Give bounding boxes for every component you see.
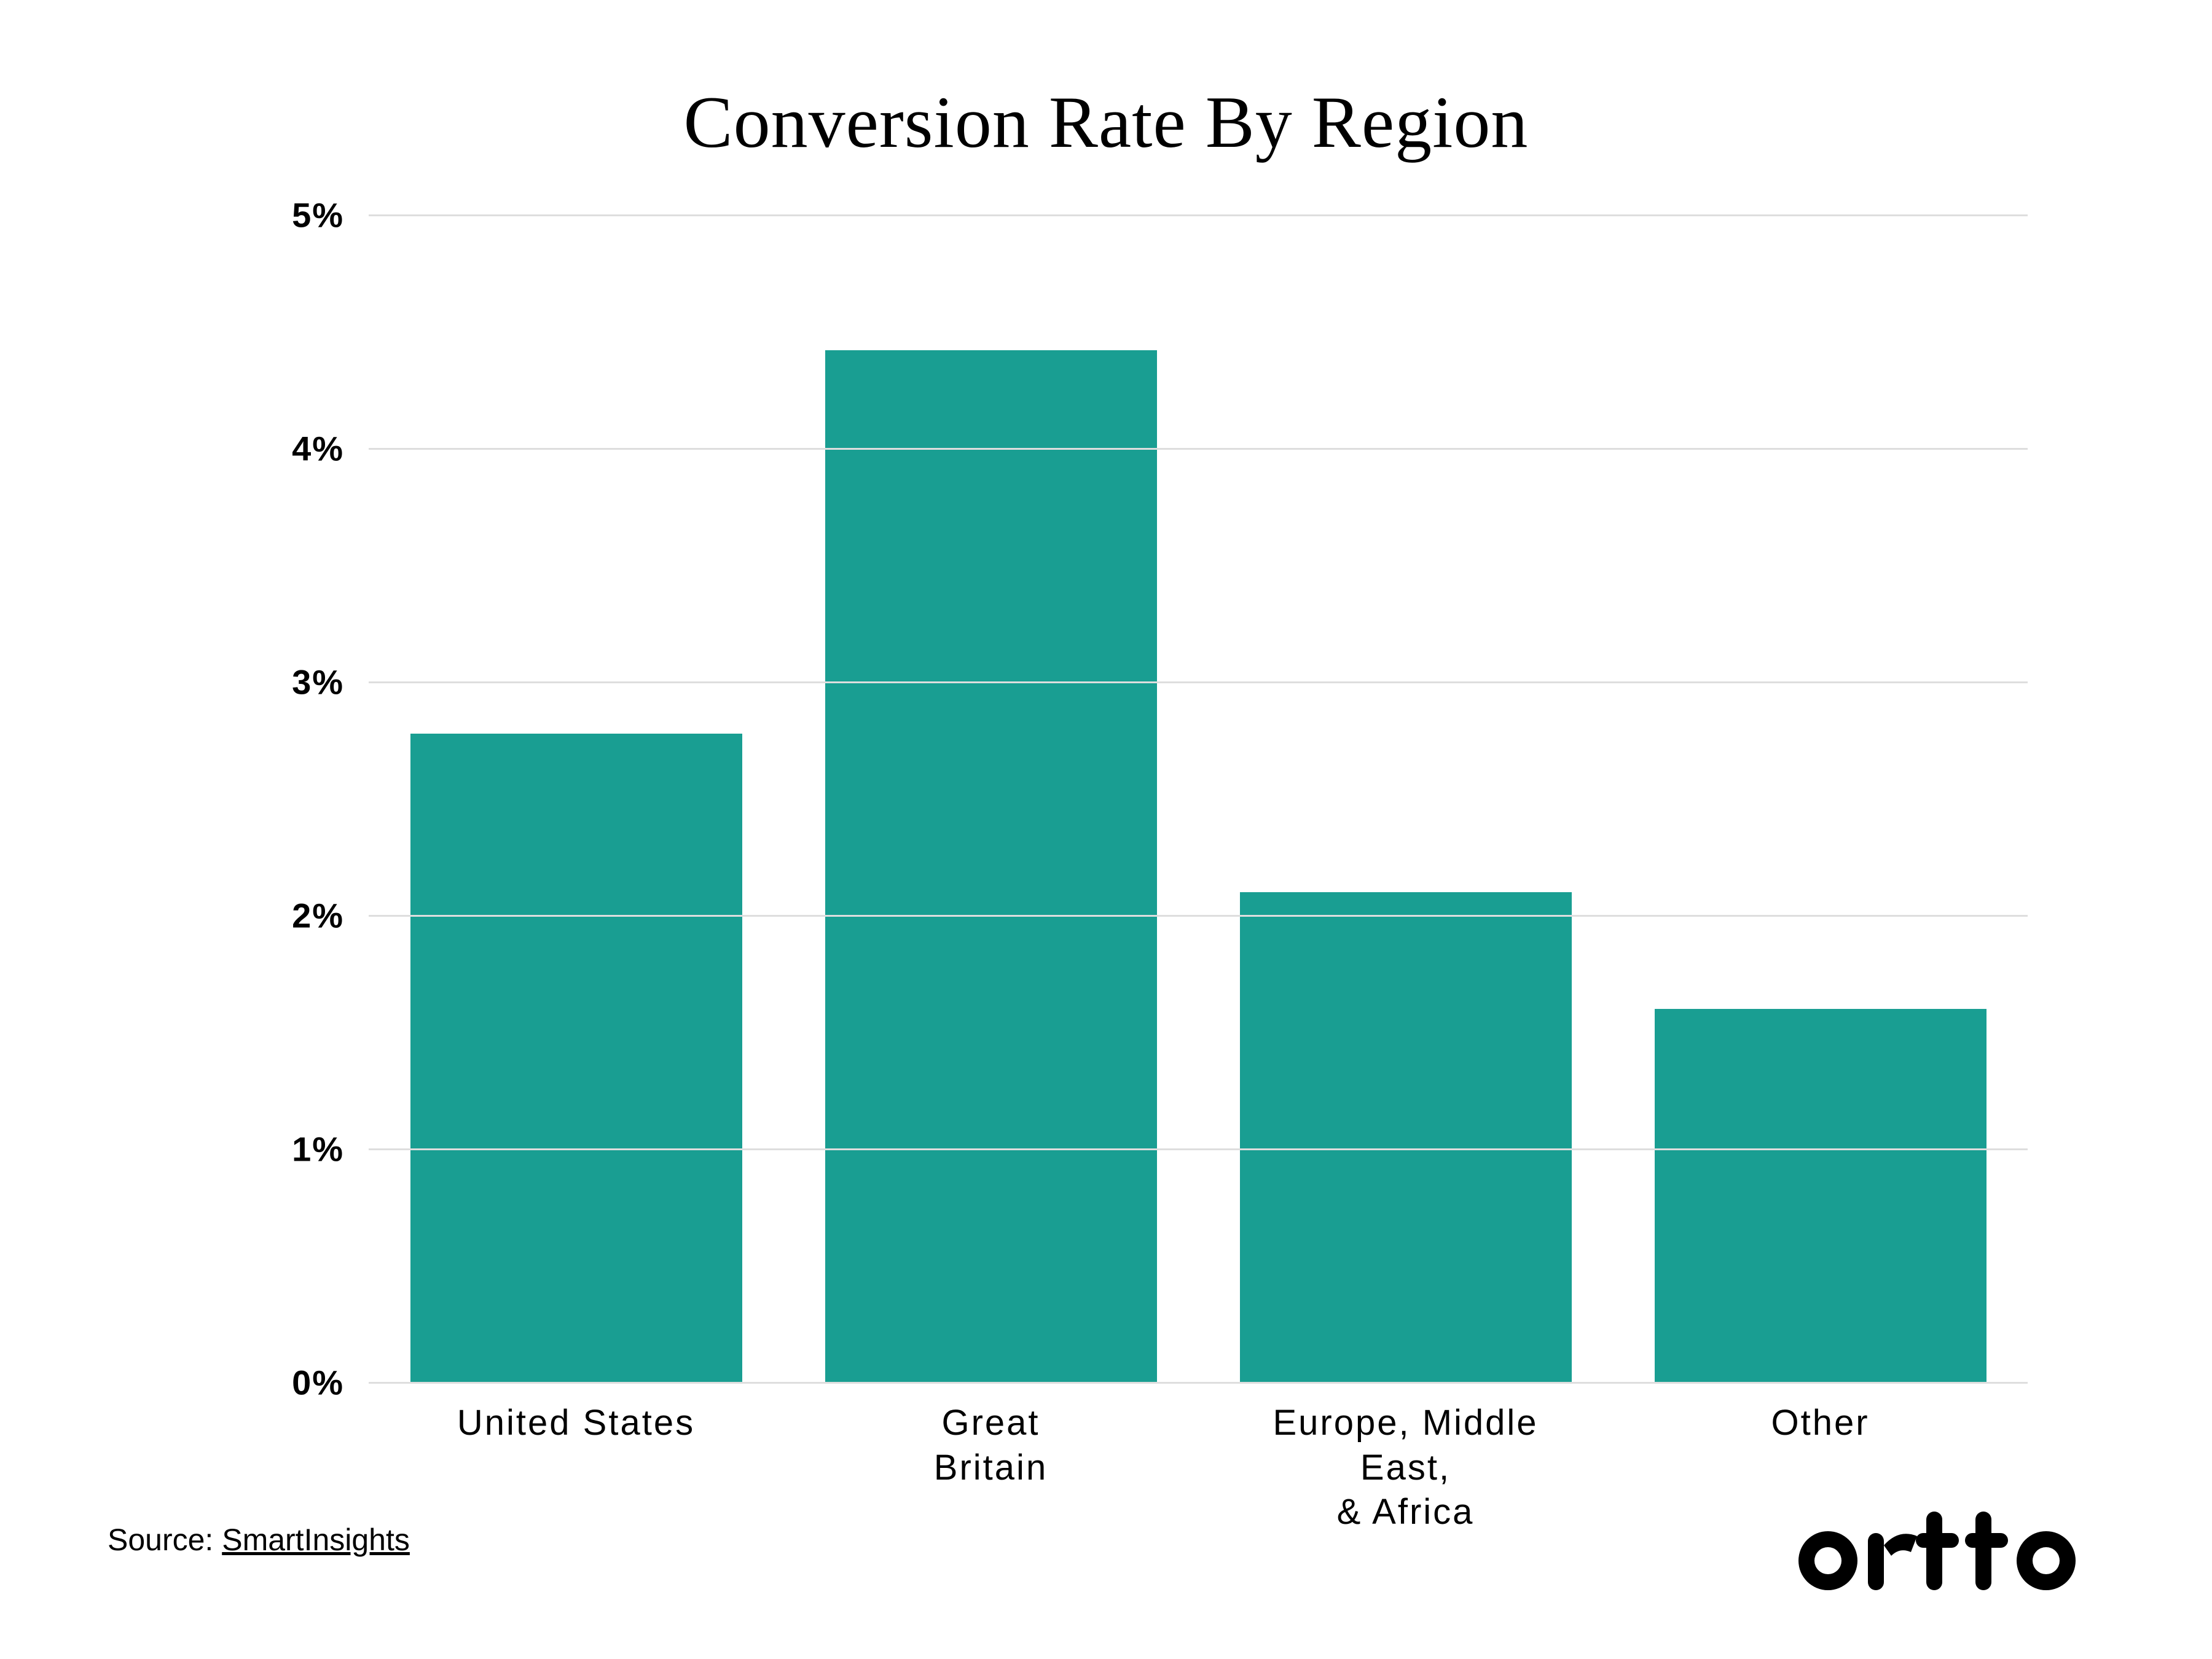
gridline bbox=[369, 915, 2028, 917]
gridline bbox=[369, 214, 2028, 216]
source-prefix: Source: bbox=[108, 1523, 222, 1557]
y-tick-label: 1% bbox=[292, 1129, 344, 1169]
x-tick-label: Great Britain bbox=[783, 1401, 1198, 1490]
page: Conversion Rate By Region 0%1%2%3%4%5%Un… bbox=[0, 0, 2212, 1659]
gridline bbox=[369, 448, 2028, 450]
chart-bars-layer bbox=[369, 215, 2028, 1382]
source-link[interactable]: SmartInsights bbox=[222, 1523, 410, 1557]
ortto-logo bbox=[1794, 1499, 2114, 1598]
chart-plot-area: 0%1%2%3%4%5%United StatesGreat BritainEu… bbox=[369, 215, 2028, 1382]
gridline bbox=[369, 681, 2028, 683]
x-tick-label: Other bbox=[1613, 1401, 2028, 1446]
y-tick-label: 3% bbox=[292, 662, 344, 702]
chart-title: Conversion Rate By Region bbox=[0, 80, 2212, 165]
bar bbox=[410, 734, 742, 1382]
gridline bbox=[369, 1382, 2028, 1384]
y-tick-label: 0% bbox=[292, 1363, 344, 1403]
x-tick-label: United States bbox=[369, 1401, 783, 1446]
source-citation: Source: SmartInsights bbox=[108, 1522, 410, 1558]
bar bbox=[825, 350, 1157, 1382]
bar bbox=[1240, 892, 1572, 1382]
y-tick-label: 4% bbox=[292, 429, 344, 469]
x-tick-label: Europe, Middle East, & Africa bbox=[1198, 1401, 1613, 1535]
gridline bbox=[369, 1148, 2028, 1150]
y-tick-label: 2% bbox=[292, 896, 344, 936]
bar bbox=[1655, 1009, 1986, 1382]
y-tick-label: 5% bbox=[292, 195, 344, 235]
